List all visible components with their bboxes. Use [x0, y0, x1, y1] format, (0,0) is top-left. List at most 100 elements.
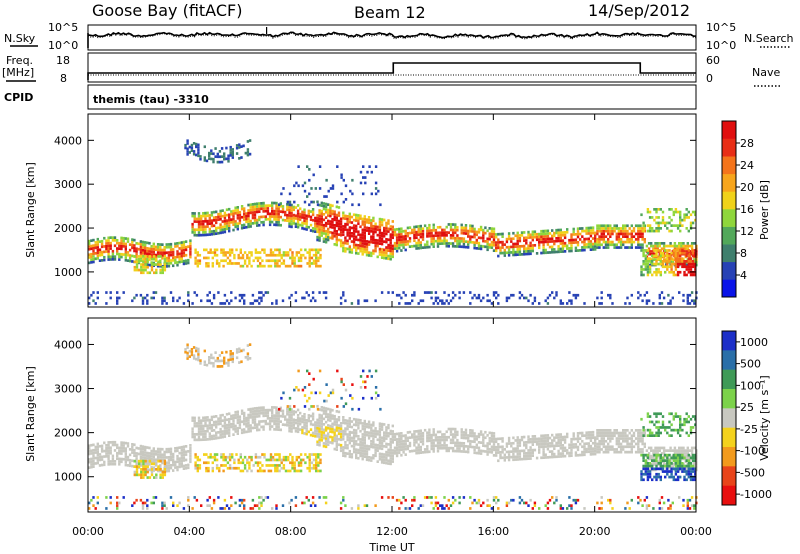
velocity-cell: [180, 451, 183, 455]
velocity-cell: [96, 450, 99, 454]
velocity-cell: [355, 440, 358, 443]
velocity-cell: [443, 441, 446, 444]
velocity-cell: [559, 433, 562, 436]
velocity-cell: [641, 439, 644, 443]
power-cell: [557, 247, 560, 251]
velocity-cell: [460, 430, 463, 434]
power-cell: [128, 243, 132, 246]
velocity-cell: [184, 466, 188, 470]
velocity-cell: [355, 448, 358, 451]
power-cell: [182, 251, 186, 255]
velocity-cell: [128, 461, 132, 465]
velocity-cell: [193, 433, 196, 436]
velocity-cell: [579, 453, 582, 457]
velocity-cell: [258, 420, 261, 423]
power-cell: [219, 226, 222, 229]
power-cell: [619, 243, 623, 247]
power-cell: [306, 262, 309, 265]
power-cell: [694, 251, 697, 255]
power-cell: [250, 264, 253, 268]
power-cell: [267, 253, 270, 257]
velocity-cell: [342, 421, 345, 425]
velocity-cell: [348, 419, 351, 423]
power-cell: [402, 238, 405, 241]
power-cell: [352, 224, 356, 227]
velocity-cell: [355, 431, 358, 435]
power-cell: [679, 213, 682, 217]
power-cell: [359, 217, 362, 220]
power-cell: [398, 227, 401, 231]
power-cell: [135, 250, 138, 253]
velocity-cell: [361, 449, 364, 453]
power-cell: [462, 245, 466, 249]
power-cell: [297, 165, 300, 168]
velocity-cell: [118, 462, 121, 466]
velocity-cell: [232, 433, 235, 436]
velocity-cell: [144, 462, 147, 465]
power-cell: [648, 268, 652, 271]
velocity-cell: [391, 424, 394, 428]
velocity-cell: [271, 408, 274, 412]
power-cell: [279, 215, 282, 219]
power-cell: [426, 243, 429, 246]
power-cell: [576, 232, 580, 236]
velocity-cell: [246, 352, 250, 356]
power-cell: [661, 218, 665, 222]
velocity-cell: [126, 444, 130, 448]
power-cell: [238, 299, 242, 303]
power-cell: [436, 302, 440, 305]
power-cell: [279, 202, 282, 205]
power-cell: [495, 296, 498, 300]
velocity-cell: [236, 421, 239, 425]
velocity-cell: [331, 425, 334, 428]
velocity-cell: [229, 350, 232, 353]
velocity-cell: [408, 441, 412, 445]
power-cell: [469, 235, 472, 238]
velocity-cell: [316, 404, 319, 408]
velocity-cell: [322, 412, 326, 415]
power-cell: [342, 233, 345, 236]
velocity-cell: [544, 437, 547, 440]
power-cell: [572, 238, 575, 242]
power-cell: [239, 256, 242, 260]
power-cell: [378, 247, 382, 251]
power-cell: [194, 251, 197, 254]
velocity-cell: [682, 446, 685, 450]
velocity-cell: [479, 433, 483, 436]
power-cell: [264, 218, 267, 221]
freq-left-tick-top: 18: [56, 54, 70, 67]
power-cell: [176, 250, 179, 253]
velocity-cell: [206, 427, 209, 430]
power-cell: [488, 237, 491, 241]
power-cell: [400, 241, 403, 244]
power-cell: [630, 235, 633, 238]
velocity-cell: [669, 446, 672, 450]
velocity-cell: [262, 411, 265, 415]
power-cell: [391, 255, 394, 259]
velocity-cell: [512, 447, 515, 451]
velocity-cell: [324, 409, 328, 413]
power-cell: [197, 233, 201, 237]
power-cell: [685, 216, 688, 219]
power-cell: [261, 264, 264, 268]
velocity-cell: [227, 358, 230, 362]
velocity-cell: [150, 455, 153, 458]
power-cell: [352, 227, 356, 230]
velocity-cell: [111, 462, 115, 466]
power-cell: [690, 299, 694, 303]
velocity-cell: [475, 438, 478, 441]
velocity-cell: [182, 456, 186, 460]
power-cell: [191, 302, 194, 305]
power-cell: [157, 255, 160, 258]
velocity-cell: [352, 417, 356, 421]
velocity-cell: [268, 417, 272, 420]
velocity-cell: [231, 360, 234, 364]
power-cell: [299, 223, 302, 227]
velocity-cell: [322, 442, 326, 445]
power-cell: [280, 256, 283, 260]
velocity-cell: [135, 460, 138, 463]
power-cell: [600, 238, 603, 241]
power-cell: [430, 296, 433, 300]
velocity-cell: [406, 436, 410, 440]
power-cell: [379, 203, 382, 207]
